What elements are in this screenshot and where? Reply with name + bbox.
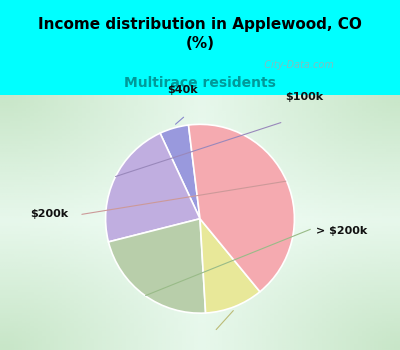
Text: > $200k: > $200k <box>316 226 367 236</box>
Wedge shape <box>188 124 294 292</box>
Text: Income distribution in Applewood, CO
(%): Income distribution in Applewood, CO (%) <box>38 17 362 51</box>
Text: City-Data.com: City-Data.com <box>258 60 334 70</box>
Wedge shape <box>108 219 206 313</box>
Wedge shape <box>106 133 200 242</box>
Text: $100k: $100k <box>285 92 324 103</box>
Wedge shape <box>160 125 200 219</box>
Text: $200k: $200k <box>30 209 68 219</box>
Text: Multirace residents: Multirace residents <box>124 76 276 90</box>
Wedge shape <box>200 219 260 313</box>
Text: $40k: $40k <box>167 85 198 95</box>
